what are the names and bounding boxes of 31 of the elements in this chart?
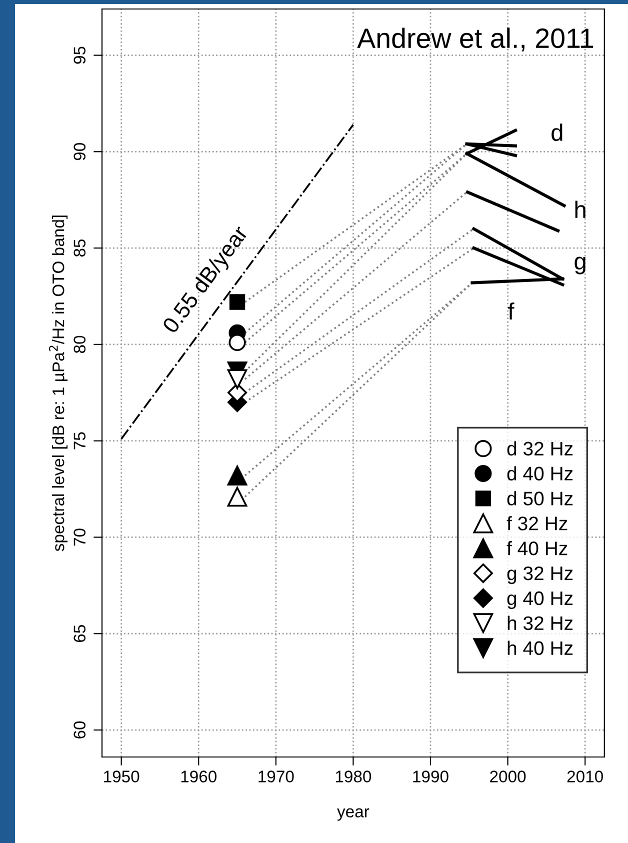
legend-label: g 32 Hz	[507, 566, 573, 584]
y-tick-label: 90	[74, 143, 86, 160]
x-tick-label: 2000	[490, 770, 526, 782]
legend-label: h 40 Hz	[508, 640, 573, 656]
y-tick-label: 95	[74, 46, 86, 64]
x-tick-label: 2010	[567, 770, 603, 782]
x-tick-label: 1960	[181, 770, 217, 782]
y-tick-label: 75	[74, 432, 86, 450]
legend-label: f 40 Hz	[506, 541, 568, 556]
x-axis-title: year	[337, 808, 370, 821]
annotation: g	[574, 256, 586, 274]
legend-label: f 32 Hz	[506, 516, 568, 530]
annotation: f	[508, 302, 514, 320]
legend-label: d 40 Hz	[507, 466, 573, 481]
y-tick-label: 65	[74, 625, 86, 642]
legend-label: h 32 Hz	[508, 616, 573, 630]
annotation: h	[575, 200, 586, 218]
x-tick-label: 1990	[413, 770, 448, 782]
x-tick-label: 1950	[104, 770, 140, 782]
y-tick-label: 85	[74, 239, 86, 257]
legend-label: d 32 Hz	[507, 441, 573, 456]
y-tick-label: 70	[74, 528, 86, 546]
x-tick-label: 1980	[336, 770, 372, 782]
annotation: Andrew et al., 2011	[357, 28, 594, 52]
legend-label: g 40 Hz	[507, 591, 573, 610]
y-axis-title: spectral level [dB re: 1 µPa$^{2}$/Hz in OTO band]	[49, 216, 68, 552]
y-tick-label: 80	[74, 336, 86, 353]
annotation: d	[552, 124, 562, 141]
legend-label: d 50 Hz	[507, 491, 573, 506]
x-tick-label: 1970	[258, 770, 294, 782]
y-tick-label: 60	[74, 721, 86, 738]
